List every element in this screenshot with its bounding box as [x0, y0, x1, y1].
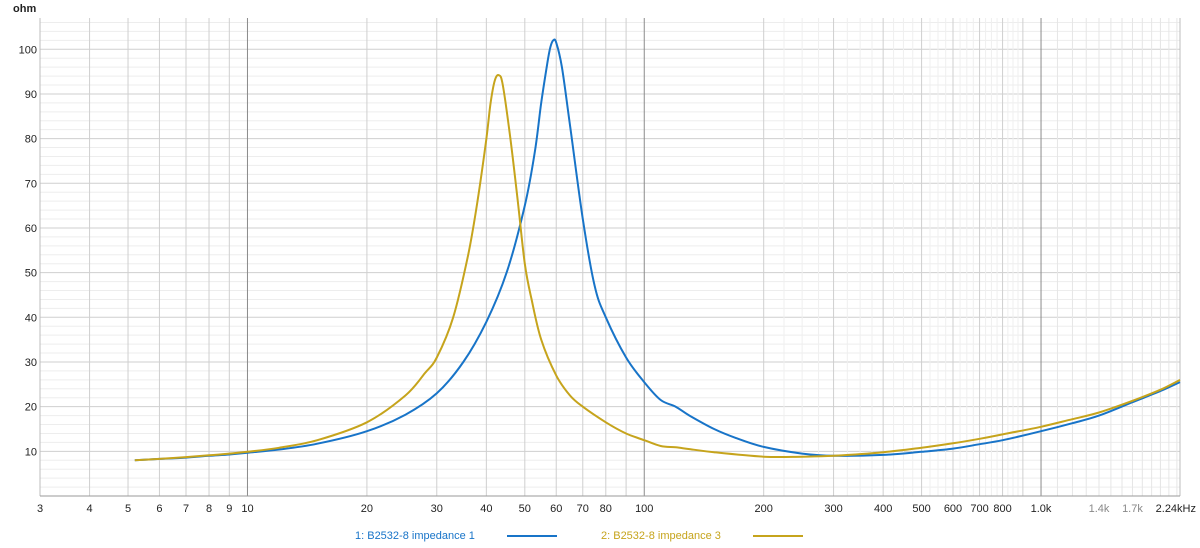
x-tick-label: 30: [431, 503, 443, 515]
x-tick-label: 600: [944, 503, 962, 515]
legend-item-2[interactable]: 2: B2532-8 impedance 3: [601, 530, 803, 542]
x-tick-label: 60: [550, 503, 562, 515]
x-tick-label: 9: [226, 503, 232, 515]
x-tick-label: 8: [206, 503, 212, 515]
y-axis-unit-label: ohm: [13, 3, 36, 15]
x-tick-label: 1.7k: [1122, 503, 1143, 515]
x-tick-label: 50: [519, 503, 531, 515]
tick-labels: 10 20 30 40 50 60 70 80 90 100 3 4 5 6 7 8 9 10 20 30 40 50 60…: [19, 44, 1196, 515]
x-tick-label: 10: [241, 503, 253, 515]
y-tick-label: 50: [25, 268, 37, 280]
x-tick-label: 700: [970, 503, 988, 515]
x-tick-label: 2.24kHz: [1156, 503, 1196, 515]
legend-swatch: [752, 535, 803, 537]
series-line-2: [134, 74, 1181, 462]
y-tick-label: 90: [25, 89, 37, 101]
x-tick-label: 800: [993, 503, 1011, 515]
x-tick-label: 3: [37, 503, 43, 515]
y-tick-label: 60: [25, 223, 37, 235]
y-tick-label: 100: [19, 44, 37, 56]
series-line-1: [134, 38, 1181, 462]
x-tick-label: 20: [361, 503, 373, 515]
y-tick-label: 40: [25, 312, 37, 324]
grid: [39, 18, 1181, 497]
series-layer: [134, 38, 1181, 462]
x-tick-label: 80: [600, 503, 612, 515]
x-tick-label: 1.4k: [1089, 503, 1110, 515]
x-tick-label: 40: [480, 503, 492, 515]
x-tick-label: 100: [635, 503, 653, 515]
y-tick-label: 70: [25, 178, 37, 190]
y-tick-label: 20: [25, 402, 37, 414]
legend-item-1[interactable]: 1: B2532-8 impedance 1: [355, 530, 557, 542]
legend-label: 2: B2532-8 impedance 3: [601, 530, 721, 542]
x-tick-label: 5: [125, 503, 131, 515]
x-tick-label: 500: [912, 503, 930, 515]
x-tick-label: 1.0k: [1031, 503, 1052, 515]
x-tick-label: 7: [183, 503, 189, 515]
legend-swatch: [506, 535, 557, 537]
x-tick-label: 200: [755, 503, 773, 515]
y-tick-label: 30: [25, 357, 37, 369]
x-tick-label: 300: [824, 503, 842, 515]
legend-label: 1: B2532-8 impedance 1: [355, 530, 475, 542]
y-tick-label: 80: [25, 134, 37, 146]
x-tick-label: 6: [156, 503, 162, 515]
x-tick-label: 70: [577, 503, 589, 515]
y-tick-label: 10: [25, 446, 37, 458]
x-tick-label: 4: [87, 503, 93, 515]
x-tick-label: 400: [874, 503, 892, 515]
